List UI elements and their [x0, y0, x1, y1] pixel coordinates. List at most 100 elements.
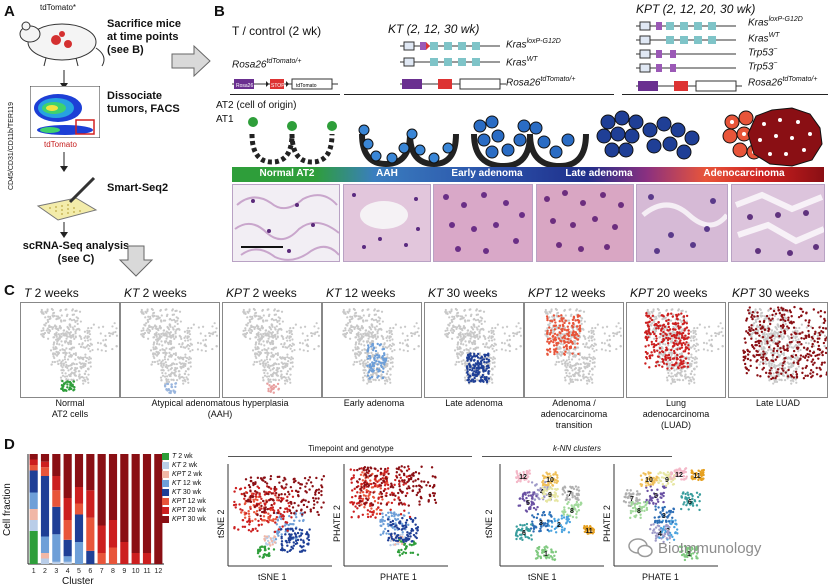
umap-bg-point: [386, 335, 389, 338]
umap-highlight-point: [750, 324, 753, 327]
umap-highlight-point: [811, 371, 815, 374]
umap-bg-point: [177, 356, 180, 359]
umap-bg-point: [78, 361, 81, 364]
umap-bg-point: [714, 332, 717, 335]
umap-highlight-point: [565, 344, 568, 347]
col1-rosa-label: Rosa26tdTomato/+: [232, 58, 301, 70]
umap-bg-point: [265, 355, 269, 359]
umap-bg-point: [372, 334, 375, 338]
umap-bg-point: [661, 318, 664, 321]
umap-highlight-point: [799, 357, 802, 360]
umap-bg-point: [480, 317, 484, 320]
umap-bg-point: [147, 315, 150, 318]
umap-highlight-point: [655, 343, 658, 347]
umap-bg-point: [505, 325, 509, 328]
umap-highlight-point: [818, 353, 821, 356]
umap-bg-point: [354, 346, 357, 349]
umap-bg-point: [257, 335, 260, 338]
umap-bg-point: [148, 329, 152, 333]
umap-bg-point: [65, 330, 68, 333]
umap-bg-point: [164, 382, 167, 385]
umap-highlight-point: [571, 326, 575, 329]
umap-highlight-point: [667, 321, 670, 325]
umap-bg-point: [84, 356, 87, 359]
umap-bg-point: [571, 369, 574, 372]
umap-bg-point: [492, 333, 496, 336]
umap-bg-point: [162, 364, 165, 367]
umap-bg-point: [367, 330, 370, 333]
umap-bg-point: [794, 378, 797, 381]
umap-bg-point: [274, 352, 277, 355]
umap-bg-point: [49, 325, 53, 329]
umap-bg-point: [111, 347, 114, 351]
umap-bg-point: [770, 332, 773, 335]
umap-bg-point: [494, 326, 497, 330]
umap-panel-4: [322, 302, 422, 398]
umap-bg-point: [69, 342, 73, 346]
umap-bg-point: [306, 338, 309, 341]
umap-highlight-point: [655, 339, 658, 343]
umap-highlight-point: [759, 339, 762, 343]
umap-bg-point: [493, 361, 496, 364]
umap-bg-point: [84, 339, 87, 342]
umap-bg-point: [690, 370, 694, 373]
umap-bg-point: [572, 355, 575, 358]
umap-highlight-point: [806, 359, 809, 362]
umap-highlight-point: [647, 325, 651, 328]
umap-bg-point: [104, 338, 107, 341]
umap-bg-point: [483, 320, 486, 323]
umap-bg-point: [202, 339, 205, 342]
umap-bg-point: [269, 364, 272, 368]
umap-bg-point: [387, 345, 390, 348]
umap-bg-point: [212, 331, 215, 334]
umap-bg-point: [350, 317, 353, 321]
umap-bg-point: [482, 310, 486, 313]
umap-bg-point: [276, 332, 279, 335]
umap-bg-point: [579, 367, 583, 370]
umap-bg-point: [271, 342, 275, 346]
umap-bg-point: [362, 320, 365, 323]
col2-constructs: [400, 41, 506, 90]
umap-highlight-point: [807, 321, 811, 324]
umap-bg-point: [61, 366, 64, 369]
umap-bg-point: [100, 349, 103, 352]
umap-bg-point: [596, 323, 599, 326]
umap-bg-point: [285, 372, 288, 375]
umap-highlight-point: [778, 311, 782, 315]
umap-bg-point: [672, 366, 675, 370]
umap-bg-point: [172, 362, 175, 365]
umap-bg-point: [140, 308, 143, 312]
umap-highlight-point: [661, 327, 664, 330]
umap-highlight-point: [267, 387, 270, 391]
step4-line2: (see C): [57, 253, 95, 265]
umap-highlight-point: [811, 363, 815, 366]
umap-bg-point: [70, 348, 73, 351]
umap-bg-point: [671, 351, 674, 355]
umap-bg-point: [659, 360, 663, 364]
umap-highlight-point: [686, 365, 690, 368]
umap-title-time: 30 weeks: [755, 286, 810, 300]
umap-highlight-point: [800, 337, 803, 340]
umap-bg-point: [444, 333, 447, 336]
umap-highlight-point: [784, 319, 787, 323]
kras-lox-name-3: Kras: [748, 17, 769, 29]
tsne-point: [261, 556, 265, 559]
umap-highlight-point: [546, 352, 549, 356]
umap-bg-point: [270, 328, 273, 331]
umap-bg-point: [678, 352, 681, 355]
umap-bg-point: [589, 356, 593, 360]
bar-segment: [29, 465, 38, 471]
umap-highlight-point: [670, 334, 674, 338]
umap-bg-point: [279, 327, 282, 330]
step1-line3: (see B): [107, 44, 144, 56]
umap-highlight-point: [772, 349, 775, 353]
umap-bg-point: [593, 361, 596, 364]
umap-bg-point: [71, 309, 74, 312]
umap-bg-point: [186, 339, 190, 342]
umap-highlight-point: [809, 369, 813, 372]
umap-bg-point: [45, 322, 48, 325]
umap-highlight-point: [807, 324, 810, 327]
umap-bg-point: [289, 327, 292, 330]
umap-bg-point: [364, 362, 367, 365]
umap-bg-point: [385, 330, 389, 333]
